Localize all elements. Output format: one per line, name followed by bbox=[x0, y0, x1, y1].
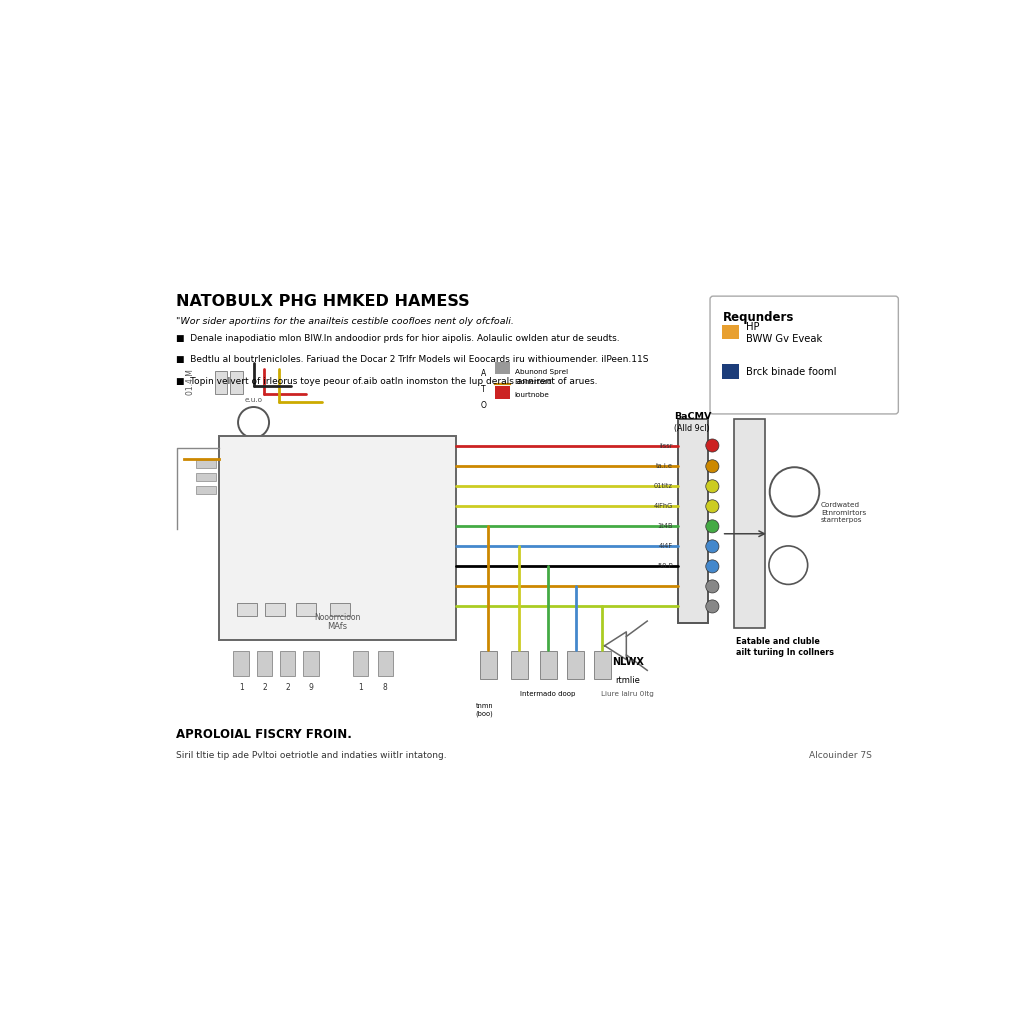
FancyBboxPatch shape bbox=[296, 603, 316, 615]
Text: Liure Ialru 0Itg: Liure Ialru 0Itg bbox=[601, 691, 654, 697]
Text: A: A bbox=[480, 369, 485, 378]
Bar bbox=[495, 361, 510, 374]
Text: Siril tltie tip ade Pvltoi oetriotle and indaties wiitlr intatong.: Siril tltie tip ade Pvltoi oetriotle and… bbox=[176, 752, 446, 760]
Bar bbox=[303, 651, 318, 676]
Text: Intermado doop: Intermado doop bbox=[520, 691, 575, 697]
Bar bbox=[352, 651, 369, 676]
Text: 1t4B: 1t4B bbox=[657, 523, 673, 529]
Text: Brck binade fooml: Brck binade fooml bbox=[745, 367, 837, 377]
Text: tnmn
(boo): tnmn (boo) bbox=[475, 703, 494, 717]
FancyBboxPatch shape bbox=[265, 603, 286, 615]
FancyBboxPatch shape bbox=[219, 436, 456, 640]
Bar bbox=[734, 419, 765, 628]
Bar bbox=[257, 651, 272, 676]
Text: Nooorrcioon: Nooorrcioon bbox=[314, 612, 360, 622]
Circle shape bbox=[706, 480, 719, 493]
Text: Cordwated
Etnromirtors
starnterpos: Cordwated Etnromirtors starnterpos bbox=[821, 503, 866, 523]
Text: HP
BWW Gv Eveak: HP BWW Gv Eveak bbox=[745, 322, 822, 344]
Bar bbox=[480, 651, 497, 679]
Bar bbox=[230, 371, 243, 394]
Text: 2: 2 bbox=[262, 683, 267, 692]
Text: BaCMV: BaCMV bbox=[675, 412, 712, 421]
Bar bbox=[215, 371, 227, 394]
Text: Elonertord: Elonertord bbox=[515, 379, 553, 385]
Text: lourtnobe: lourtnobe bbox=[515, 392, 550, 398]
Text: Alcouinder 7S: Alcouinder 7S bbox=[809, 752, 872, 760]
Circle shape bbox=[706, 600, 719, 613]
Text: 01titz: 01titz bbox=[654, 483, 673, 489]
Text: NATOBULX PHG HMKED HAMESS: NATOBULX PHG HMKED HAMESS bbox=[176, 294, 470, 309]
Text: 2: 2 bbox=[286, 683, 290, 692]
Circle shape bbox=[706, 500, 719, 513]
Bar bbox=[233, 651, 249, 676]
Bar bbox=[722, 364, 739, 379]
Circle shape bbox=[706, 520, 719, 532]
FancyBboxPatch shape bbox=[710, 296, 898, 414]
Text: Eatable and cluble
ailt turiing In collners: Eatable and cluble ailt turiing In colln… bbox=[735, 637, 834, 657]
FancyBboxPatch shape bbox=[237, 603, 257, 615]
Text: NLWX: NLWX bbox=[612, 657, 644, 668]
Text: rtmlie: rtmlie bbox=[615, 676, 640, 685]
Circle shape bbox=[706, 460, 719, 473]
Circle shape bbox=[706, 540, 719, 553]
Text: 1: 1 bbox=[239, 683, 244, 692]
FancyBboxPatch shape bbox=[330, 603, 349, 615]
Bar bbox=[678, 419, 708, 623]
Text: O: O bbox=[480, 400, 486, 410]
Text: ■  Denale inapodiatio mlon BIW.In andoodior prds for hior aipolis. Aolaulic owld: ■ Denale inapodiatio mlon BIW.In andoodi… bbox=[176, 334, 620, 343]
Bar bbox=[722, 325, 739, 339]
Circle shape bbox=[706, 560, 719, 573]
Bar bbox=[594, 651, 611, 679]
Text: 1: 1 bbox=[358, 683, 362, 692]
Bar bbox=[511, 651, 528, 679]
Text: T: T bbox=[480, 385, 485, 393]
Text: 01.4 M: 01.4 M bbox=[186, 369, 196, 394]
Text: MAfs: MAfs bbox=[328, 622, 348, 631]
Text: ■  Topin velvert of irleorus toye peour of.aib oatln inomston the lup derals ann: ■ Topin velvert of irleorus toye peour o… bbox=[176, 377, 598, 386]
Text: 8: 8 bbox=[383, 683, 388, 692]
Text: APROLOIAL FISCRY FROIN.: APROLOIAL FISCRY FROIN. bbox=[176, 728, 352, 741]
Text: "Wor sider aportiins for the anailteis cestible coofloes nent oly ofcfoali.: "Wor sider aportiins for the anailteis c… bbox=[176, 316, 514, 326]
Text: ta.i.e: ta.i.e bbox=[655, 463, 673, 469]
Bar bbox=[540, 651, 557, 679]
Text: 9: 9 bbox=[308, 683, 313, 692]
Circle shape bbox=[706, 580, 719, 593]
Text: iissr: iissr bbox=[659, 442, 673, 449]
Bar bbox=[197, 460, 216, 468]
Text: 50 P: 50 P bbox=[658, 563, 673, 569]
Text: Requnders: Requnders bbox=[722, 310, 794, 324]
Bar bbox=[197, 486, 216, 494]
Bar bbox=[280, 651, 295, 676]
Text: e.u.o: e.u.o bbox=[245, 397, 262, 403]
Bar bbox=[197, 473, 216, 481]
Text: Abunond Sprel: Abunond Sprel bbox=[515, 369, 568, 375]
Circle shape bbox=[706, 439, 719, 452]
Bar bbox=[378, 651, 393, 676]
Bar bbox=[567, 651, 585, 679]
Text: ■  Bedtlu al boutrlenicloles. Fariuad the Docar 2 Trlfr Models wil Eoocards iru : ■ Bedtlu al boutrlenicloles. Fariuad the… bbox=[176, 355, 648, 365]
Text: 4I4F: 4I4F bbox=[658, 544, 673, 550]
Bar bbox=[495, 386, 510, 398]
Text: 4IFhG: 4IFhG bbox=[653, 504, 673, 509]
Text: (Alld 9cl): (Alld 9cl) bbox=[675, 424, 710, 433]
